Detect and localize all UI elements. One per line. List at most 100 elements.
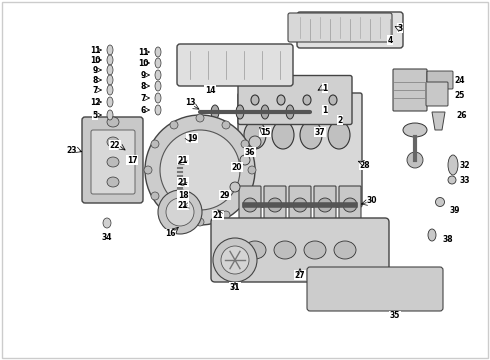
Text: 8: 8 — [140, 81, 146, 90]
FancyBboxPatch shape — [339, 186, 361, 224]
Ellipse shape — [318, 198, 332, 212]
Text: 21: 21 — [178, 201, 188, 210]
Ellipse shape — [107, 157, 119, 167]
Text: 21: 21 — [178, 177, 188, 186]
Ellipse shape — [300, 121, 322, 149]
Circle shape — [160, 130, 240, 210]
Text: 28: 28 — [360, 161, 370, 170]
Text: 10: 10 — [90, 55, 100, 64]
Text: 22: 22 — [110, 140, 120, 149]
Text: 15: 15 — [260, 127, 270, 136]
FancyBboxPatch shape — [82, 117, 143, 203]
Circle shape — [170, 121, 178, 129]
Text: 35: 35 — [390, 311, 400, 320]
FancyBboxPatch shape — [314, 186, 336, 224]
Ellipse shape — [240, 155, 250, 165]
Text: 18: 18 — [178, 190, 188, 199]
FancyBboxPatch shape — [307, 267, 443, 311]
Circle shape — [151, 140, 159, 148]
Circle shape — [241, 140, 249, 148]
Text: 31: 31 — [230, 283, 240, 292]
FancyBboxPatch shape — [238, 93, 362, 207]
Ellipse shape — [343, 198, 357, 212]
Ellipse shape — [403, 123, 427, 137]
Ellipse shape — [261, 105, 269, 119]
Text: 20: 20 — [232, 162, 242, 171]
Text: 5: 5 — [93, 111, 98, 120]
FancyBboxPatch shape — [177, 44, 293, 86]
Text: 14: 14 — [205, 86, 215, 95]
Ellipse shape — [244, 121, 266, 149]
Text: 9: 9 — [93, 66, 98, 75]
Ellipse shape — [329, 95, 337, 105]
Ellipse shape — [107, 177, 119, 187]
Text: 7: 7 — [140, 94, 146, 103]
Text: 10: 10 — [138, 59, 148, 68]
Ellipse shape — [236, 105, 244, 119]
Text: 36: 36 — [245, 148, 255, 157]
Ellipse shape — [428, 229, 436, 241]
Ellipse shape — [155, 81, 161, 91]
Ellipse shape — [211, 105, 219, 119]
Ellipse shape — [155, 47, 161, 57]
Circle shape — [196, 114, 204, 122]
Text: 33: 33 — [460, 176, 470, 185]
Ellipse shape — [107, 110, 113, 120]
Ellipse shape — [107, 117, 119, 127]
Text: 24: 24 — [455, 76, 465, 85]
Text: 12: 12 — [90, 98, 100, 107]
Circle shape — [144, 166, 152, 174]
Text: 21: 21 — [213, 211, 223, 220]
Text: 13: 13 — [185, 98, 195, 107]
FancyBboxPatch shape — [264, 186, 286, 224]
Text: 27: 27 — [294, 270, 305, 279]
Ellipse shape — [251, 95, 259, 105]
Ellipse shape — [334, 241, 356, 259]
Text: 1: 1 — [322, 84, 328, 93]
Ellipse shape — [107, 97, 113, 107]
Ellipse shape — [107, 55, 113, 65]
Text: 16: 16 — [165, 230, 175, 239]
Ellipse shape — [107, 85, 113, 95]
Text: 3: 3 — [397, 23, 403, 32]
Circle shape — [145, 115, 255, 225]
Text: 25: 25 — [455, 90, 465, 99]
FancyBboxPatch shape — [393, 69, 427, 111]
FancyBboxPatch shape — [288, 13, 392, 42]
Ellipse shape — [107, 65, 113, 75]
Text: 34: 34 — [102, 233, 112, 242]
Ellipse shape — [328, 121, 350, 149]
Text: 7: 7 — [92, 86, 98, 95]
Ellipse shape — [303, 95, 311, 105]
Ellipse shape — [155, 70, 161, 80]
Ellipse shape — [304, 241, 326, 259]
FancyBboxPatch shape — [238, 76, 352, 125]
Text: 4: 4 — [388, 36, 392, 45]
Circle shape — [151, 192, 159, 200]
Ellipse shape — [448, 176, 456, 184]
Text: 11: 11 — [138, 48, 148, 57]
Ellipse shape — [272, 121, 294, 149]
Ellipse shape — [230, 182, 240, 192]
Ellipse shape — [244, 241, 266, 259]
Text: 30: 30 — [367, 195, 377, 204]
Ellipse shape — [107, 45, 113, 55]
Ellipse shape — [107, 75, 113, 85]
Ellipse shape — [407, 152, 423, 168]
Text: 21: 21 — [178, 156, 188, 165]
Text: 26: 26 — [457, 111, 467, 120]
Polygon shape — [432, 112, 445, 130]
FancyBboxPatch shape — [239, 186, 261, 224]
Ellipse shape — [243, 198, 257, 212]
FancyBboxPatch shape — [297, 12, 403, 48]
Ellipse shape — [274, 241, 296, 259]
Circle shape — [196, 218, 204, 226]
Ellipse shape — [155, 93, 161, 103]
Circle shape — [241, 192, 249, 200]
Text: 11: 11 — [90, 45, 100, 54]
Circle shape — [158, 190, 202, 234]
Text: 9: 9 — [140, 71, 146, 80]
Text: 2: 2 — [338, 116, 343, 125]
Text: 8: 8 — [92, 76, 98, 85]
Ellipse shape — [268, 198, 282, 212]
